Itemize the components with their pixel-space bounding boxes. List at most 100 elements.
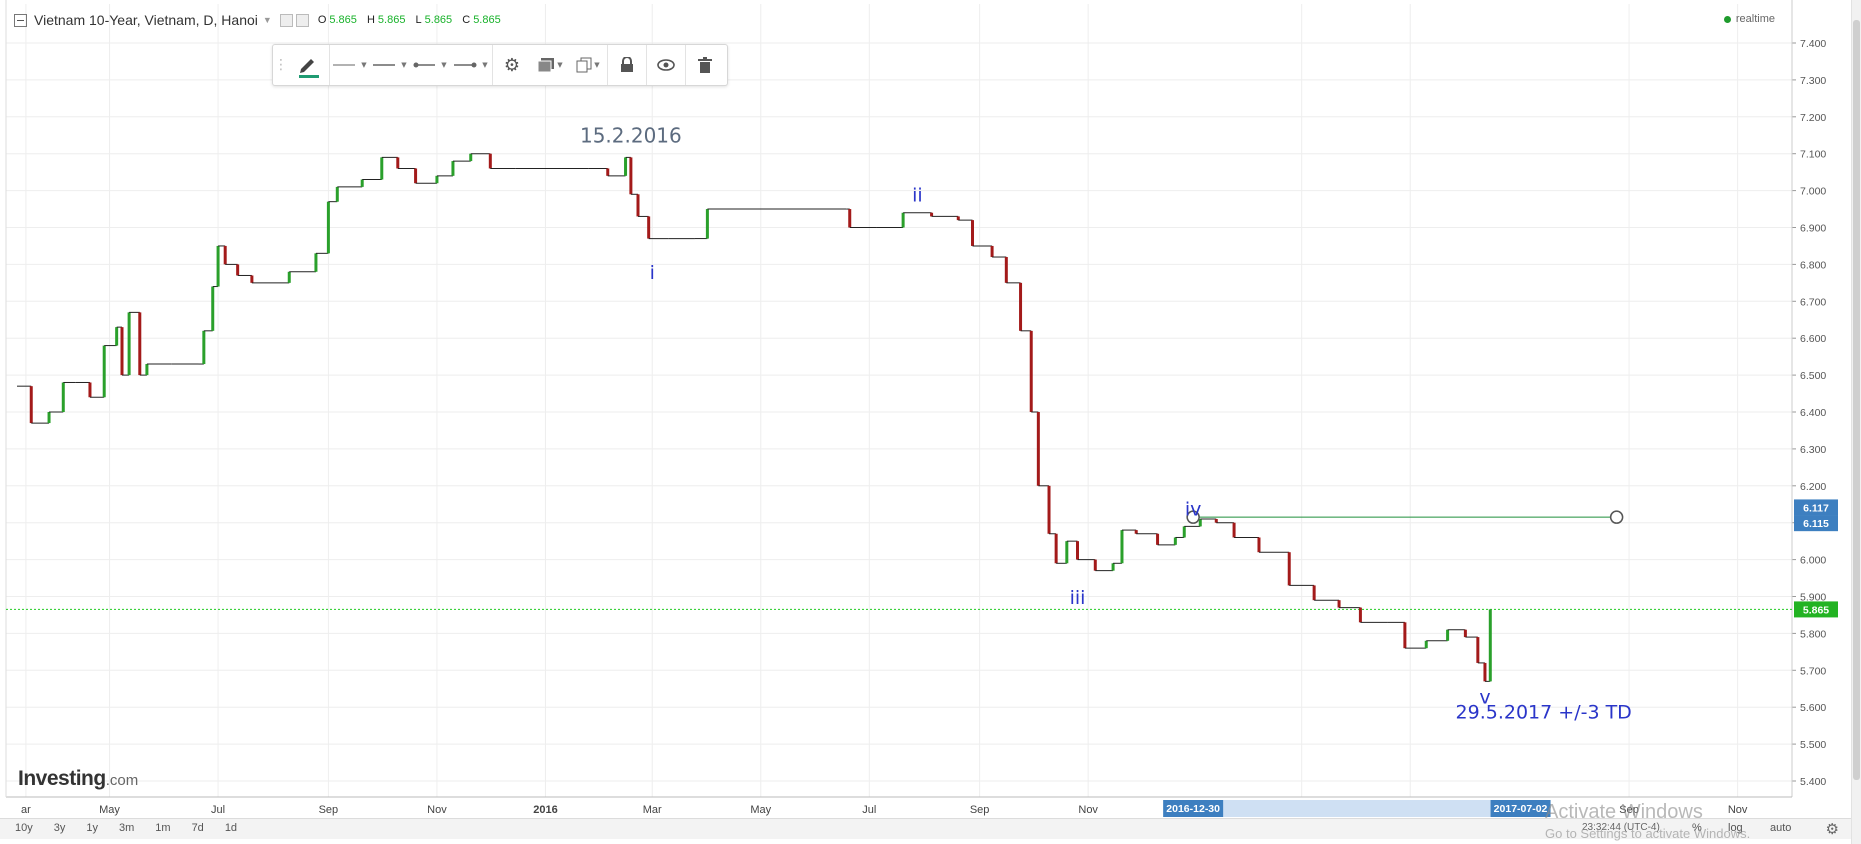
timestamp: 23:32:44 (UTC-4) (1582, 822, 1660, 833)
period-1m[interactable]: 1m (155, 822, 171, 834)
watermark-title: Activate Windows (1545, 801, 1703, 823)
status-dot-icon (1723, 15, 1731, 23)
scrollbar[interactable] (1851, 0, 1861, 844)
drag-handle-icon[interactable]: ⋮ (274, 57, 288, 73)
wave-annotation: 15.2.2016 (580, 124, 682, 148)
price-tag (1794, 515, 1838, 532)
price-tag (1794, 499, 1838, 516)
wave-annotation: v (1479, 687, 1490, 709)
period-selector: 10y 3y 1y 3m 1m 7d 1d (8, 822, 251, 834)
close-small-icon[interactable] (295, 13, 309, 27)
y-tick-label: 6.600 (1800, 333, 1826, 345)
auto-toggle[interactable]: auto (1770, 822, 1792, 834)
x-highlight-tag (1490, 800, 1551, 817)
gear-icon[interactable]: ⚙ (503, 54, 521, 76)
y-tick-label: 5.500 (1800, 739, 1826, 751)
low-value: 5.865 (424, 14, 453, 26)
price-tag-label: 5.865 (1803, 604, 1829, 616)
chevron-down-icon[interactable]: ▼ (262, 15, 272, 25)
period-10y[interactable]: 10y (15, 822, 33, 834)
price-series (17, 153, 1492, 682)
percent-toggle[interactable]: % (1692, 822, 1702, 834)
open-key: O (317, 14, 327, 26)
y-tick-label: 7.300 (1800, 75, 1826, 87)
y-tick-label: 5.800 (1800, 628, 1826, 640)
bottom-bar: 10y 3y 1y 3m 1m 7d 1d 23:32:44 (UTC-4) %… (0, 818, 1861, 839)
logo-suffix: .com (105, 772, 139, 789)
wave-annotation: iii (1070, 587, 1086, 609)
y-tick-label: 6.700 (1800, 296, 1826, 308)
log-toggle[interactable]: log (1728, 822, 1743, 834)
y-tick-label: 7.100 (1800, 149, 1826, 161)
high-key: H (366, 14, 375, 26)
y-tick-label: 7.400 (1800, 38, 1826, 50)
trash-icon[interactable] (686, 45, 724, 85)
period-3y[interactable]: 3y (53, 822, 66, 834)
eye-icon[interactable] (647, 45, 685, 85)
open-value: 5.865 (329, 14, 357, 26)
wave-annotation: i (650, 262, 655, 284)
x-tick-label: ar (21, 804, 31, 816)
close-value: 5.865 (473, 14, 501, 26)
x-highlight-label: 2017-07-02 (1494, 803, 1548, 815)
y-tick-label: 5.600 (1800, 702, 1826, 714)
x-tick-label: Nov (1728, 804, 1748, 816)
x-highlight-label: 2016-12-30 (1166, 803, 1220, 815)
level-start-handle (1186, 510, 1200, 524)
low-key: L (415, 14, 422, 26)
chart-header: Vietnam 10-Year, Vietnam, D, Hanoi ▼ O 5.… (14, 10, 508, 30)
lock-icon[interactable] (608, 45, 646, 85)
x-tick-label: Nov (427, 804, 447, 816)
x-tick-label: Jul (211, 804, 225, 816)
y-tick-label: 6.000 (1800, 555, 1826, 567)
y-tick-label: 6.300 (1800, 444, 1826, 456)
line-width-icon[interactable]: ▼ (373, 61, 407, 69)
line-end-icon[interactable]: ▼ (450, 45, 492, 85)
close-key: C (462, 14, 471, 26)
scrollbar-thumb[interactable] (1853, 20, 1860, 780)
ohlc-readout: O 5.865 H 5.865 L 5.865 C 5.865 (318, 14, 508, 26)
level-end-handle (1609, 510, 1624, 524)
period-1d[interactable]: 1d (224, 822, 238, 834)
y-tick-label: 6.200 (1800, 481, 1826, 493)
y-tick-label: 6.900 (1800, 223, 1826, 235)
drawing-toolbar: ⋮ ▼ ▼ ▼ ▼ ⚙ ▼ ▼ (272, 44, 728, 86)
x-tick-label: Nov (1078, 804, 1098, 816)
y-tick-label: 7.000 (1800, 186, 1826, 198)
period-1y[interactable]: 1y (86, 822, 98, 834)
watermark-subtitle: Go to Settings to activate Windows. (1545, 826, 1751, 841)
x-tick-label: Jul (862, 804, 876, 816)
price-tag-label: 6.115 (1803, 518, 1829, 530)
collapse-icon[interactable] (14, 13, 27, 27)
y-tick-label: 5.700 (1800, 665, 1826, 677)
period-3m[interactable]: 3m (119, 822, 135, 834)
price-tag-label: 6.117 (1803, 502, 1829, 514)
line-style-icon[interactable]: ▼ (333, 61, 367, 69)
y-tick-label: 6.500 (1800, 370, 1826, 382)
y-tick-label: 6.400 (1800, 407, 1826, 419)
x-tick-label: May (750, 804, 771, 816)
x-highlight-tag (1163, 800, 1224, 817)
layers-icon[interactable]: ▼ (531, 45, 569, 85)
pencil-icon[interactable] (287, 45, 329, 85)
x-range-highlight (1193, 800, 1521, 817)
wave-annotation: 29.5.2017 +/-3 TD (1456, 701, 1632, 723)
x-tick-label: Sep (970, 804, 990, 816)
settings-small-icon[interactable] (279, 13, 293, 27)
x-tick-label: Sep (1619, 804, 1639, 816)
period-7d[interactable]: 7d (191, 822, 204, 834)
clone-icon[interactable]: ▼ (569, 45, 607, 85)
high-value: 5.865 (377, 14, 406, 26)
y-tick-label: 5.900 (1800, 592, 1826, 604)
realtime-indicator: realtime (1723, 13, 1775, 25)
instrument-title[interactable]: Vietnam 10-Year, Vietnam, D, Hanoi (34, 12, 258, 28)
wave-annotation: ii (912, 185, 923, 207)
x-tick-label: Mar (643, 804, 662, 816)
line-start-icon[interactable]: ▼ (410, 45, 450, 85)
x-tick-label: 2016 (533, 804, 557, 816)
wave-annotation: iv (1185, 498, 1202, 520)
investing-logo: Investing.com (18, 767, 138, 791)
gear-icon[interactable]: ⚙ (1825, 821, 1839, 838)
logo-main: Investing (18, 767, 106, 790)
